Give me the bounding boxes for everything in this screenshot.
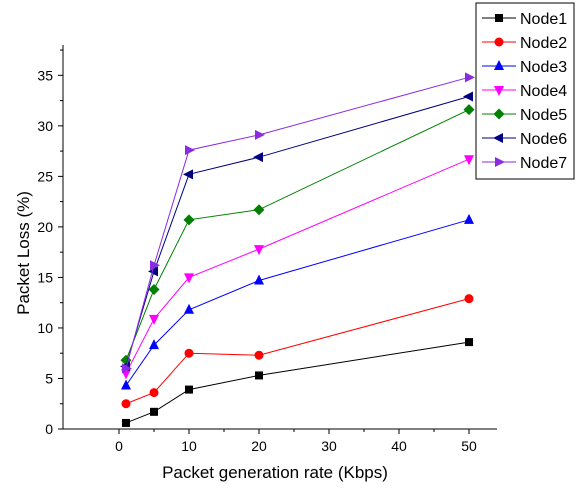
legend-marker [494, 37, 504, 47]
data-point-node4-1 [149, 314, 159, 325]
x-tick-label: 0 [115, 438, 123, 454]
legend-item-node4: Node4 [482, 83, 567, 100]
data-point-node3-0 [121, 379, 131, 390]
data-point-node4-4 [464, 155, 474, 166]
series-node3 [121, 213, 474, 390]
data-point-node6-3 [253, 152, 263, 163]
series-line-node6 [125, 96, 470, 367]
data-point-node1-1 [150, 407, 158, 416]
legend-marker [494, 60, 504, 70]
data-point-node5-3 [253, 204, 265, 216]
series-node7 [122, 72, 475, 374]
data-point-node5-1 [148, 284, 160, 296]
x-tick-label: 10 [181, 438, 197, 454]
y-tick-label: 10 [37, 320, 53, 336]
data-point-node5-4 [463, 104, 475, 116]
series-line-node1 [125, 341, 470, 424]
data-point-node2-1 [149, 388, 159, 398]
data-point-node3-4 [464, 213, 474, 224]
x-tick-label: 20 [251, 438, 267, 454]
data-point-node1-2 [185, 385, 193, 394]
x-tick-label: 40 [391, 438, 407, 454]
y-tick-label: 25 [37, 168, 53, 184]
y-tick-label: 30 [37, 118, 53, 134]
legend-marker [495, 14, 503, 22]
legend-item-node7: Node7 [482, 155, 567, 172]
data-point-node7-1 [150, 260, 160, 271]
legend-label: Node5 [520, 107, 567, 124]
data-point-node7-0 [122, 363, 132, 374]
x-tick-label: 30 [321, 438, 337, 454]
series-node4 [121, 155, 474, 380]
legend-item-node5: Node5 [482, 107, 567, 124]
y-tick-label: 0 [45, 421, 53, 437]
data-point-node6-2 [183, 169, 193, 180]
y-axis-title: Packet Loss (%) [14, 191, 33, 315]
data-point-node2-0 [121, 399, 131, 409]
data-point-node7-3 [255, 129, 265, 140]
legend-item-node6: Node6 [482, 131, 567, 148]
data-point-node4-3 [254, 245, 264, 256]
legend-marker [493, 133, 503, 143]
legend-box [475, 2, 575, 180]
legend-label: Node6 [520, 131, 567, 148]
data-point-node2-3 [254, 350, 264, 360]
data-point-node1-4 [465, 338, 473, 347]
series-line-node3 [125, 219, 470, 386]
data-point-node2-2 [184, 348, 194, 358]
data-point-node7-4 [465, 72, 475, 83]
series-line-node2 [125, 298, 470, 405]
y-tick-label: 15 [37, 269, 53, 285]
data-point-node6-1 [148, 266, 158, 277]
y-tick-label: 5 [45, 370, 53, 386]
series-node1 [122, 338, 473, 427]
y-tick-label: 35 [37, 67, 53, 83]
x-axis-title: Packet generation rate (Kbps) [162, 463, 388, 482]
legend-label: Node3 [520, 59, 567, 76]
legend-item-node1: Node1 [482, 11, 567, 28]
legend-label: Node7 [520, 155, 567, 172]
legend: Node1 Node2 Node3 Node4 Node5 Node6 Node7 [475, 2, 575, 180]
data-point-node3-1 [149, 339, 159, 350]
data-point-node3-3 [254, 274, 264, 285]
data-point-node3-2 [184, 303, 194, 314]
series-node2 [121, 294, 474, 409]
data-point-node2-4 [464, 294, 474, 304]
series-line-node7 [125, 76, 470, 369]
data-point-node1-3 [255, 371, 263, 380]
data-point-node5-2 [183, 214, 195, 226]
data-point-node7-2 [185, 145, 195, 156]
series-layer [120, 72, 475, 427]
y-tick-label: 20 [37, 219, 53, 235]
x-tick-label: 50 [461, 438, 477, 454]
data-point-node1-0 [122, 418, 130, 427]
axes-layer: 0 10 20 30 40 50 0 5 10 15 20 25 30 35 [37, 45, 497, 454]
legend-label: Node2 [520, 35, 567, 52]
legend-marker [495, 157, 505, 167]
legend-label: Node4 [520, 83, 567, 100]
legend-label: Node1 [520, 11, 567, 28]
legend-item-node3: Node3 [482, 59, 567, 76]
series-node5 [120, 104, 475, 366]
legend-marker [494, 86, 504, 96]
legend-marker [493, 108, 505, 120]
legend-item-node2: Node2 [482, 35, 567, 52]
data-point-node4-2 [184, 273, 194, 284]
data-point-node6-4 [463, 91, 473, 102]
